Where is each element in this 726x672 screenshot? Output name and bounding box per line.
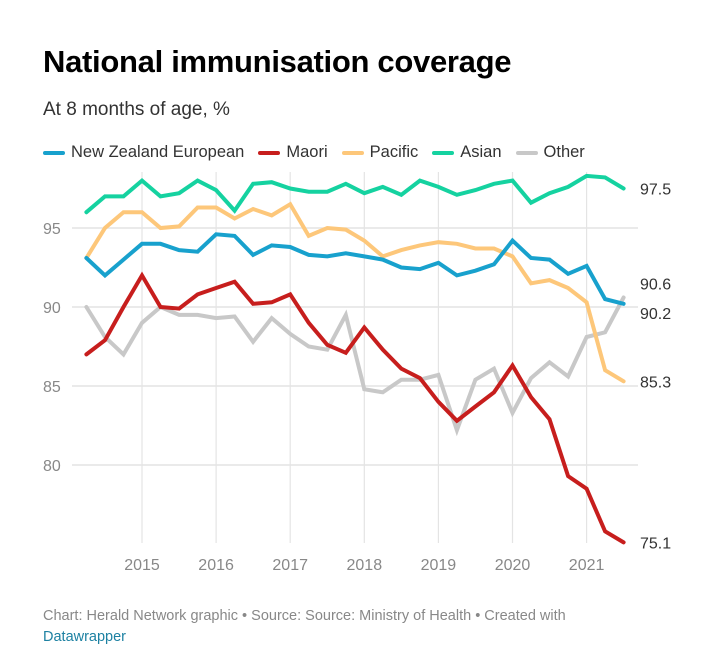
legend-swatch-pacific xyxy=(341,150,364,155)
y-tick-label: 95 xyxy=(43,221,61,238)
series-line-maori xyxy=(84,271,626,545)
series-line-pacific xyxy=(84,201,626,384)
chart-footer: Chart: Herald Network graphic • Source: … xyxy=(43,606,683,648)
legend-label: Maori xyxy=(286,143,328,161)
x-tick-label: 2021 xyxy=(569,557,605,574)
x-tick-label: 2016 xyxy=(198,557,234,574)
series-line-new-zealand-european xyxy=(84,232,626,306)
y-tick-label: 90 xyxy=(43,300,61,317)
x-tick-label: 2020 xyxy=(495,557,531,574)
x-tick-label: 2015 xyxy=(124,557,160,574)
legend-label: Pacific xyxy=(369,143,419,161)
legend: New Zealand European Maori Pacific Asian… xyxy=(43,143,599,162)
legend-item-asian: Asian xyxy=(432,143,502,162)
y-tick-label: 80 xyxy=(43,458,61,475)
legend-label: Asian xyxy=(460,143,502,161)
series-lines xyxy=(84,173,626,545)
end-label-new-zealand-european: 90.2 xyxy=(640,306,671,323)
legend-item-nz-european: New Zealand European xyxy=(43,143,244,162)
legend-label: New Zealand European xyxy=(71,143,245,161)
footer-credits: Chart: Herald Network graphic • Source: … xyxy=(43,608,566,624)
legend-item-other: Other xyxy=(515,143,585,162)
chart-title: National immunisation coverage xyxy=(43,44,512,79)
y-tick-label: 85 xyxy=(43,379,61,396)
datawrapper-link[interactable]: Datawrapper xyxy=(43,629,127,645)
end-label-asian: 97.5 xyxy=(640,182,671,199)
legend-swatch-other xyxy=(515,150,538,155)
x-tick-label: 2018 xyxy=(347,557,383,574)
legend-label: Other xyxy=(543,143,585,161)
legend-item-pacific: Pacific xyxy=(341,143,419,162)
series-line-other xyxy=(84,295,626,437)
end-label-other: 90.6 xyxy=(640,277,671,294)
chart-subtitle: At 8 months of age, % xyxy=(43,99,230,120)
end-label-pacific: 85.3 xyxy=(640,374,671,391)
legend-item-maori: Maori xyxy=(258,143,328,162)
legend-swatch-asian xyxy=(432,150,455,155)
end-label-maori: 75.1 xyxy=(640,535,671,552)
line-chart: 80 85 90 95 2015 2016 2017 2018 2019 2020 2021 90.2… xyxy=(43,172,671,575)
legend-swatch-nz-european xyxy=(43,150,65,155)
series-line-asian xyxy=(84,173,626,215)
x-tick-label: 2019 xyxy=(421,557,457,574)
axis-labels: 80 85 90 95 2015 2016 2017 2018 2019 2020 2021 90.2… xyxy=(43,182,671,575)
x-tick-label: 2017 xyxy=(272,557,308,574)
legend-swatch-maori xyxy=(258,150,281,155)
